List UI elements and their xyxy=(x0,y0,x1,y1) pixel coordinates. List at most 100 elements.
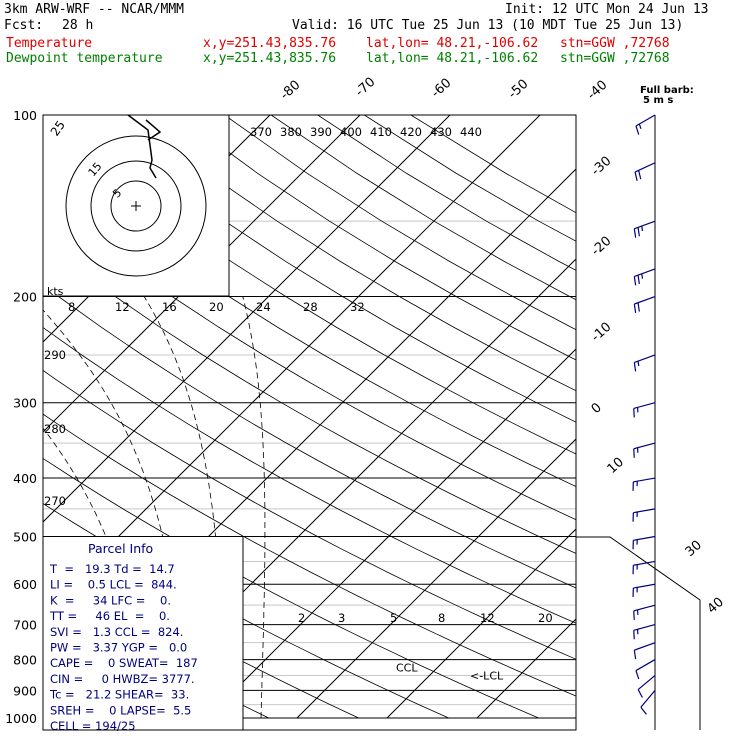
dry-adiabat-line xyxy=(364,115,576,242)
wind-barb-flag xyxy=(640,706,647,715)
wind-barb-shaft xyxy=(640,690,656,708)
model-title: 3km ARW-WRF -- NCAR/MMM xyxy=(4,2,185,17)
mixing-ratio-label: 5 xyxy=(390,611,397,625)
dry-adiabat-line xyxy=(84,115,576,423)
valid-time: Valid: 16 UTC Tue 25 Jun 13 (10 MDT Tue … xyxy=(292,18,684,33)
wind-barb-flag xyxy=(635,670,640,680)
hodograph-ring xyxy=(65,135,207,277)
dewpoint-legend: Dewpoint temperature xyxy=(6,51,163,66)
wind-barb-shaft xyxy=(634,354,656,364)
wind-barb-shaft xyxy=(633,624,656,631)
wind-barb xyxy=(633,295,656,314)
wind-barb-flag xyxy=(633,362,637,372)
dry-adiabat-line xyxy=(131,115,576,392)
wind-barb xyxy=(634,162,656,181)
wind-barb-shaft xyxy=(633,442,656,450)
temperature-latlon: lat,lon= 48.21,-106.62 xyxy=(366,36,539,51)
mixing-ratio-label: 20 xyxy=(209,300,224,314)
isotherm-label: 40 xyxy=(705,595,727,617)
parcel-info-line: PW = 3.37 YGP = 0.0 xyxy=(50,641,187,655)
wind-barb-shaft xyxy=(635,114,656,127)
mixing-ratio-label: 24 xyxy=(256,300,271,314)
lcl-annotation: <-LCL xyxy=(470,670,504,683)
isotherm-label: -40 xyxy=(585,78,611,103)
wind-barb-flag xyxy=(634,171,638,181)
wind-barb-shaft xyxy=(634,220,656,230)
parcel-info-line: K = 34 LFC = 0. xyxy=(50,593,171,607)
theta-label: 280 xyxy=(44,422,66,436)
wind-barb xyxy=(640,690,656,715)
wind-barb-flag xyxy=(637,689,643,698)
temperature-station: stn=GGW ,72768 xyxy=(560,36,670,51)
forecast-hour: 28 h xyxy=(62,18,94,33)
wind-barb xyxy=(632,508,656,522)
wind-barb xyxy=(632,560,656,575)
wind-barb-flag xyxy=(637,361,640,367)
temperature-legend: Temperature xyxy=(6,36,93,51)
mixing-ratio-label: 3 xyxy=(338,611,345,625)
isotherm-line xyxy=(43,115,361,433)
moist-adiabat-line xyxy=(0,297,9,719)
pressure-label: 300 xyxy=(13,396,37,411)
wind-barb-shaft xyxy=(633,477,656,483)
dry-adiabat-line xyxy=(43,242,576,554)
isotherm-label: -60 xyxy=(429,76,455,101)
wind-barb-shaft xyxy=(634,162,656,173)
wind-barb-shaft xyxy=(634,295,656,305)
dry-adiabat-line xyxy=(224,115,576,331)
isotherm-line xyxy=(386,528,576,719)
wind-barb xyxy=(632,583,656,598)
wind-barb-flag xyxy=(638,123,642,129)
hodograph-ring xyxy=(90,160,182,252)
wind-barb-shaft xyxy=(637,674,656,691)
pressure-label: 100 xyxy=(13,108,37,123)
isotherm-line xyxy=(296,438,576,719)
wind-barb-flag xyxy=(633,630,635,640)
dry-adiabat-line xyxy=(43,200,576,521)
wind-barb-flag xyxy=(637,275,640,285)
isotherm-label: -80 xyxy=(278,78,304,103)
wind-barb-flag xyxy=(633,408,635,418)
theta-label: 400 xyxy=(340,125,362,139)
dry-adiabat-line xyxy=(43,118,576,455)
isotherm-label: 10 xyxy=(605,455,627,477)
wind-barb-shaft xyxy=(633,402,656,409)
wind-barb-flag xyxy=(641,273,644,279)
parcel-info-line: TT = 46 EL = 0. xyxy=(49,609,170,623)
wind-barb-flag xyxy=(641,225,644,232)
moist-adiabat-line xyxy=(43,427,154,719)
dry-adiabat-line xyxy=(43,159,576,487)
theta-label: 390 xyxy=(310,125,332,139)
isotherm-line xyxy=(476,618,576,719)
theta-label: 290 xyxy=(44,348,66,362)
parcel-info-line: CELL = 194/25 xyxy=(50,719,136,733)
pressure-label: 1000 xyxy=(5,711,37,726)
mixing-ratio-label: 28 xyxy=(303,300,318,314)
wind-barb-shaft xyxy=(633,508,656,514)
parcel-info-line: SREH = 0 LAPSE= 5.5 xyxy=(50,703,191,717)
plot-frame xyxy=(42,114,577,731)
mixing-ratio-label: 12 xyxy=(480,611,495,625)
wind-barb-flag xyxy=(633,228,637,238)
wind-barb-shaft xyxy=(634,642,656,651)
mixing-ratio-label: 16 xyxy=(162,300,177,314)
parcel-info-title: Parcel Info xyxy=(88,541,153,556)
wind-barb xyxy=(633,268,656,286)
theta-label: 440 xyxy=(460,125,482,139)
mixing-ratio-label: 8 xyxy=(68,300,75,314)
mixing-ratio-label: 20 xyxy=(538,611,553,625)
pressure-label: 200 xyxy=(13,290,37,305)
wind-barb-flag xyxy=(633,276,637,286)
mixing-ratio-label: 12 xyxy=(115,300,130,314)
wind-barb xyxy=(635,659,656,680)
wind-barb-flag xyxy=(638,170,642,180)
pressure-label: 700 xyxy=(13,618,37,633)
parcel-info-panel xyxy=(43,537,243,730)
wind-barb-flag xyxy=(633,303,637,314)
dry-adiabat-line xyxy=(43,369,576,660)
theta-label: 420 xyxy=(400,125,422,139)
isotherm-label: -70 xyxy=(353,75,379,100)
hodograph-ring xyxy=(110,180,162,232)
temperature-xy: x,y=251.43,835.76 xyxy=(203,36,337,51)
